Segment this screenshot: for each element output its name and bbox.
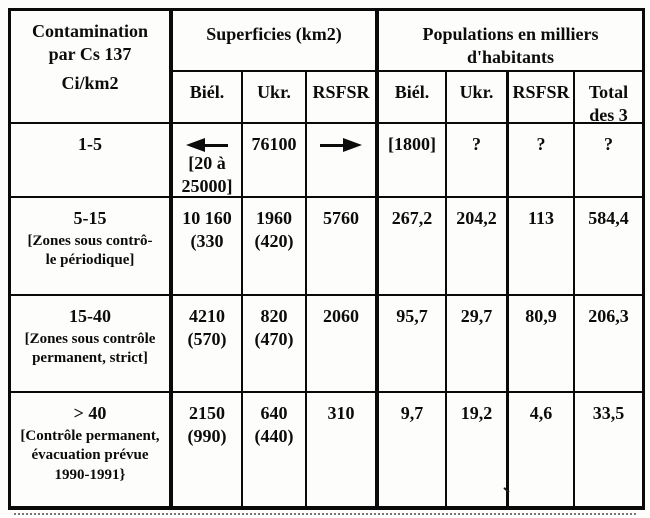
row1-sup-ukr-cell: 76100 bbox=[243, 124, 307, 198]
row3-range: 15-40 bbox=[69, 306, 111, 326]
row3-pop-ukr-cell: 29,7 bbox=[447, 296, 509, 393]
row4-range-cell: > 40 [Contrôle permanent, évacuation pré… bbox=[11, 393, 173, 506]
subheader-sup-rsfsr: RSFSR bbox=[307, 72, 379, 124]
row2-pop-total-cell: 584,4 bbox=[575, 198, 642, 296]
row2-pop-rsfsr: 113 bbox=[527, 208, 554, 228]
row1-pop-rsfsr-cell: ? bbox=[509, 124, 575, 198]
row3-sup-rsfsr: 2060 bbox=[323, 306, 359, 326]
row2-range-cell: 5-15 [Zones sous contrô- le périodique] bbox=[11, 198, 173, 296]
row1-pop-biel-cell: [1800] bbox=[379, 124, 447, 198]
row2-sup-rsfsr-cell: 5760 bbox=[307, 198, 379, 296]
subheader-pop-ukr: Ukr. bbox=[447, 72, 509, 124]
row4-pop-biel: 9,7 bbox=[400, 403, 424, 423]
row1-pop-biel: [1800] bbox=[388, 134, 436, 154]
row4-range: > 40 bbox=[73, 403, 107, 423]
row1-sup-biel-cell: [20 à 25000] bbox=[173, 124, 243, 198]
row3-pop-total: 206,3 bbox=[588, 306, 629, 326]
row2-sup-ukr-cell: 1960 (420) bbox=[243, 198, 307, 296]
row1-pop-total-cell: ? bbox=[575, 124, 642, 198]
subheader-pop-biel: Biél. bbox=[379, 72, 447, 124]
row1-range: 1-5 bbox=[78, 134, 102, 154]
row3-sup-ukr-cell: 820 (470) bbox=[243, 296, 307, 393]
subheader-pop-rsfsr: RSFSR bbox=[509, 72, 575, 124]
row2-pop-rsfsr-cell: 113 bbox=[509, 198, 575, 296]
row1-pop-ukr: ? bbox=[472, 134, 481, 154]
row4-sup-rsfsr: 310 bbox=[327, 403, 355, 423]
row4-sup-rsfsr-cell: 310 bbox=[307, 393, 379, 506]
row4-sup-ukr-cell: 640 (440) bbox=[243, 393, 307, 506]
row4-pop-ukr: 19,2 bbox=[460, 403, 493, 423]
row4-pop-rsfsr-cell: 4,6 bbox=[509, 393, 575, 506]
row3-sup-biel: 4210 (570) bbox=[187, 306, 227, 349]
contamination-table: Contamination par Cs 137 Ci/km2 Superfic… bbox=[8, 8, 645, 510]
row1-sup-rsfsr-cell bbox=[307, 124, 379, 198]
row2-zone-label: [Zones sous contrô- le périodique] bbox=[27, 232, 153, 269]
arrow-left-icon bbox=[186, 138, 228, 152]
row2-pop-ukr-cell: 204,2 bbox=[447, 198, 509, 296]
row1-sup-ukr: 76100 bbox=[251, 134, 297, 154]
row3-pop-total-cell: 206,3 bbox=[575, 296, 642, 393]
row1-range-cell: 1-5 bbox=[11, 124, 173, 198]
row3-pop-biel-cell: 95,7 bbox=[379, 296, 447, 393]
row1-pop-total: ? bbox=[604, 134, 613, 154]
row1-pop-ukr-cell: ? bbox=[447, 124, 509, 198]
row3-sup-ukr: 820 (470) bbox=[254, 306, 294, 349]
row2-sup-ukr: 1960 (420) bbox=[254, 208, 294, 251]
row2-pop-total: 584,4 bbox=[588, 208, 629, 228]
row4-pop-rsfsr: 4,6 bbox=[529, 403, 553, 423]
row4-zone-label: [Contrôle permanent, évacuation prévue 1… bbox=[20, 427, 160, 484]
row2-sup-biel: 10 160 (330 bbox=[182, 208, 232, 251]
row2-range: 5-15 bbox=[73, 208, 107, 228]
header-contamination-title: Contamination par Cs 137 bbox=[31, 21, 148, 64]
header-contamination: Contamination par Cs 137 Ci/km2 bbox=[11, 11, 173, 124]
row3-range-cell: 15-40 [Zones sous contrôle permanent, st… bbox=[11, 296, 173, 393]
row2-pop-biel: 267,2 bbox=[391, 208, 433, 228]
subheader-pop-total: Total des 3 bbox=[575, 72, 642, 125]
row4-sup-ukr: 640 (440) bbox=[254, 403, 294, 446]
row3-pop-biel: 95,7 bbox=[396, 306, 428, 326]
row1-pop-rsfsr: ? bbox=[536, 134, 546, 154]
subheader-sup-biel: Biél. bbox=[173, 72, 243, 124]
row2-sup-biel-cell: 10 160 (330 bbox=[173, 198, 243, 296]
arrow-right-icon bbox=[320, 138, 362, 152]
row4-pop-biel-cell: 9,7 bbox=[379, 393, 447, 506]
row4-pop-ukr-cell: 19,2 bbox=[447, 393, 509, 506]
subheader-sup-ukr: Ukr. bbox=[243, 72, 307, 124]
header-superficies: Superficies (km2) bbox=[173, 11, 379, 72]
row4-sup-biel: 2150 (990) bbox=[187, 403, 227, 446]
row3-pop-ukr: 29,7 bbox=[460, 306, 493, 326]
row4-sup-biel-cell: 2150 (990) bbox=[173, 393, 243, 506]
row2-pop-biel-cell: 267,2 bbox=[379, 198, 447, 296]
row4-pop-total-cell: 33,5 bbox=[575, 393, 642, 506]
scan-artifact-line bbox=[14, 513, 636, 515]
row3-sup-biel-cell: 4210 (570) bbox=[173, 296, 243, 393]
row3-sup-rsfsr-cell: 2060 bbox=[307, 296, 379, 393]
row4-pop-total: 33,5 bbox=[592, 403, 625, 423]
row3-pop-rsfsr: 80,9 bbox=[525, 306, 557, 326]
row2-sup-rsfsr: 5760 bbox=[323, 208, 359, 228]
row1-sup-biel: [20 à 25000] bbox=[181, 153, 233, 196]
row3-pop-rsfsr-cell: 80,9 bbox=[509, 296, 575, 393]
row3-zone-label: [Zones sous contrôle permanent, strict] bbox=[24, 330, 156, 367]
row2-pop-ukr: 204,2 bbox=[456, 208, 497, 228]
header-contamination-unit: Ci/km2 bbox=[61, 73, 119, 93]
header-populations: Populations en milliers d'habitants bbox=[379, 11, 642, 72]
